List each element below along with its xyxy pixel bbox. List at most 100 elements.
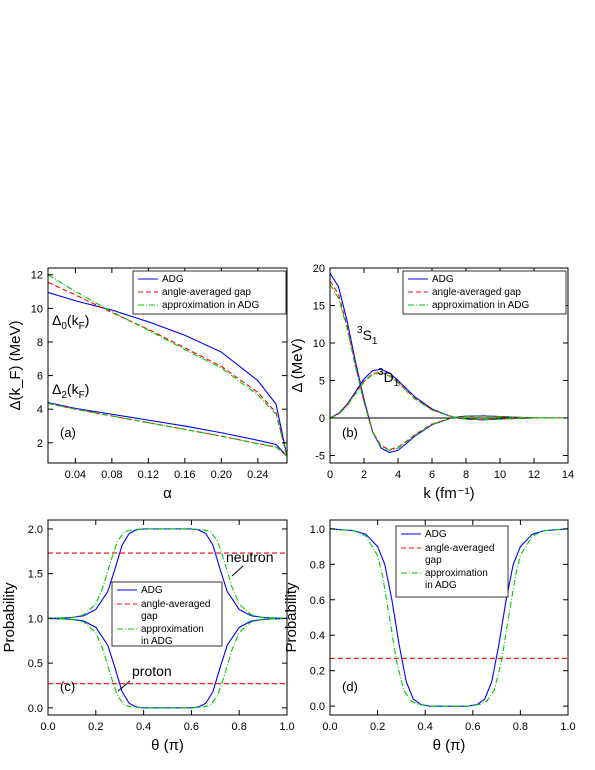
x-tick-label: 0.4 — [418, 721, 433, 733]
x-axis-label: α — [163, 485, 172, 502]
legend-label: approximation in ADG — [425, 568, 488, 591]
y-tick-label: -5 — [315, 451, 325, 463]
x-tick-label: 0.8 — [232, 721, 247, 733]
x-tick-label: 12 — [528, 469, 540, 481]
curve-label-3D1: 3D1 — [378, 367, 400, 389]
y-tick-label: 10 — [31, 303, 43, 315]
y-tick-label: 5 — [319, 376, 325, 388]
proton-label: proton — [132, 663, 172, 679]
plot-frame — [329, 519, 569, 716]
panel-d: 0.0 0.2 0.4 0.6 0.8 1.0 0.0 0.2 0.4 0.6 0.8 1.0 θ (π… — [283, 519, 576, 754]
x-tick-label: 0.08 — [101, 469, 122, 481]
y-tick-label: 0.0 — [28, 703, 43, 715]
x-tick-label: 0.24 — [247, 469, 268, 481]
panel-label: (a) — [60, 425, 76, 440]
curves — [330, 272, 568, 454]
x-axis-label: k (fm⁻¹) — [423, 485, 474, 502]
y-tick-label: 0.4 — [310, 630, 325, 642]
legend-label: ADG — [432, 274, 454, 285]
neutron-label: neutron — [226, 549, 273, 565]
x-tick-label: 0.0 — [322, 721, 337, 733]
legend-box — [402, 270, 567, 315]
legend: ADG angle-averaged gap approximation in AD… — [402, 270, 567, 315]
series-1-curve-1 — [330, 371, 568, 421]
x-tick-label: 0.20 — [211, 469, 232, 481]
y-tick-label: 2 — [37, 438, 43, 450]
x-tick-label: 1.0 — [560, 721, 575, 733]
y-tick-label: 0 — [319, 413, 325, 425]
y-tick-label: 4 — [37, 404, 43, 416]
y-axis-label: Probability — [1, 582, 18, 653]
y-tick-label: 1.5 — [28, 569, 43, 581]
y-tick-label: 0.5 — [28, 658, 43, 670]
y-tick-label: 10 — [313, 338, 325, 350]
x-tick-label: 0.04 — [65, 469, 86, 481]
x-tick-label: 0.2 — [370, 721, 385, 733]
panel-a: 0.04 0.08 0.12 0.16 0.20 0.24 2 4 6 8 10 12 α Δ(k_F) … — [7, 267, 288, 502]
curves — [48, 274, 287, 457]
x-tick-label: 8 — [463, 469, 469, 481]
legend-label: ADG — [162, 274, 184, 285]
curve-label-3S1: 3S1 — [357, 325, 378, 347]
y-tick-label: 0.2 — [310, 666, 325, 678]
y-tick-label: 20 — [313, 263, 325, 275]
series-2-curve-0 — [330, 284, 568, 451]
x-tick-label: 0.6 — [465, 721, 480, 733]
y-axis-label: Δ (MeV) — [289, 338, 306, 392]
legend-box — [132, 270, 287, 315]
series-0-curve-0 — [330, 528, 568, 707]
series-2-curve-0 — [48, 274, 287, 457]
x-axis-label: θ (π) — [433, 737, 466, 754]
legend-label: ADG — [141, 585, 163, 596]
x-axis-label: θ (π) — [151, 737, 184, 754]
series-2-curve-1 — [330, 372, 568, 421]
y-tick-label: 1.0 — [310, 524, 325, 536]
neutron-arrow — [231, 565, 244, 577]
x-tick-label: 1.0 — [279, 721, 294, 733]
x-tick-label: 10 — [494, 469, 506, 481]
y-tick-label: 1.0 — [28, 613, 43, 625]
legend-box — [111, 581, 223, 647]
legend-label: approximation in ADG — [141, 624, 204, 647]
proton-arrow — [117, 680, 131, 692]
series-0-curve-1 — [48, 401, 287, 457]
series-0-curve-0 — [48, 291, 287, 457]
y-tick-label: 0.0 — [310, 701, 325, 713]
legend-label: angle-averaged gap — [425, 543, 495, 566]
y-axis-label: Δ(k_F) (MeV) — [7, 320, 24, 410]
legend-label: approximation in ADG — [162, 300, 259, 311]
plot-frame — [47, 519, 288, 716]
series-0-curve-1 — [330, 368, 568, 421]
legend-label: angle-averaged gap — [432, 287, 521, 298]
y-tick-label: 15 — [313, 301, 325, 313]
x-tick-label: 0.6 — [184, 721, 199, 733]
y-tick-label: 0.8 — [310, 559, 325, 571]
legend-box — [395, 525, 509, 598]
plot-frame — [47, 267, 288, 464]
legend-label: ADG — [425, 529, 447, 540]
legend-label: approximation in ADG — [432, 300, 529, 311]
x-tick-label: 0.16 — [174, 469, 195, 481]
legend-label: angle-averaged gap — [162, 287, 251, 298]
x-tick-label: 2 — [361, 469, 367, 481]
curves — [330, 528, 568, 707]
legend: ADG angle-averaged gap approximation in AD… — [132, 270, 287, 315]
panel-c: 0.0 0.2 0.4 0.6 0.8 1.0 0.0 0.5 1.0 1.5 2.0 θ (π) Pr… — [1, 519, 295, 754]
x-tick-label: 0.2 — [88, 721, 103, 733]
x-tick-label: 0.8 — [513, 721, 528, 733]
series-2-curve-1 — [48, 402, 287, 457]
legend-label: angle-averaged gap — [141, 599, 211, 622]
y-tick-label: 2.0 — [28, 524, 43, 536]
y-axis-label: Probability — [283, 582, 300, 653]
series-2-curve-0 — [48, 528, 287, 619]
y-tick-label: 12 — [31, 270, 43, 282]
curve-label-delta2: Δ2(kF) — [52, 381, 89, 401]
panel-label: (c) — [60, 679, 75, 694]
series-1-curve-1 — [48, 402, 287, 457]
curve-label-delta0: Δ0(kF) — [52, 312, 89, 332]
x-tick-label: 0.12 — [138, 469, 159, 481]
